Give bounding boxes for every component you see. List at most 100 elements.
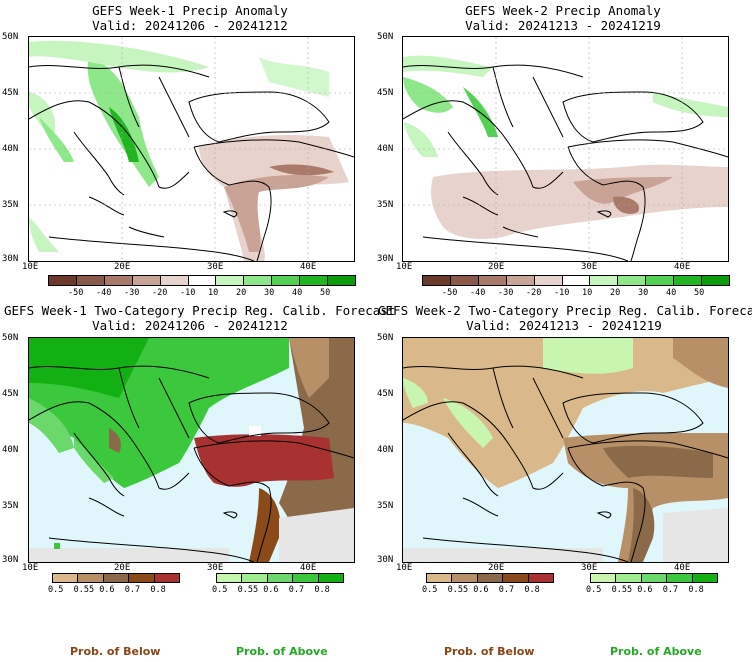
anomaly-colorbar-tick: -40: [96, 288, 112, 298]
prob-colorbar-segment: [528, 574, 554, 582]
prob-colorbar-tick: 0.7: [124, 585, 141, 595]
anomaly-colorbar-tick: -30: [498, 288, 514, 298]
prob-colorbar-tick: 0.55: [73, 585, 95, 595]
prob-colorbar-segment: [103, 574, 130, 582]
p4-lat-30: 30N: [377, 555, 394, 565]
p2-lat-30: 30N: [377, 254, 394, 264]
prob-colorbar-segment: [427, 574, 453, 582]
anomaly-colorbar-tick: 20: [236, 288, 247, 298]
p1-lat-40: 40N: [2, 144, 19, 154]
panel3-red-turkey: [194, 434, 334, 487]
panel3-prob-above-label: Prob. of Above: [236, 645, 328, 658]
panel1-map-svg: [29, 37, 354, 261]
anomaly-colorbar-tick: 30: [638, 288, 649, 298]
prob-colorbar-tick: 0.7: [288, 585, 305, 595]
p1-lon-30: 30E: [207, 262, 224, 272]
prob-colorbar-segment: [503, 574, 529, 582]
p4-lon-30: 30E: [581, 563, 598, 573]
p4-lat-35: 35N: [377, 501, 394, 511]
panel4-prob-below-label: Prob. of Below: [444, 645, 535, 658]
anomaly-colorbar-tick: 40: [292, 288, 303, 298]
anomaly-colorbar-segment: [132, 276, 161, 285]
prob-colorbar-tick: 0.5: [586, 585, 602, 595]
prob-colorbar-tick: 0.5: [48, 585, 64, 595]
p4-lat-45: 45N: [377, 389, 394, 399]
anomaly-colorbar-tick: 50: [320, 288, 331, 298]
prob-colorbar-tick: 0.7: [498, 585, 515, 595]
p2-lat-45: 45N: [377, 88, 394, 98]
anomaly-colorbar-tick: 10: [582, 288, 593, 298]
panel2-map: [402, 36, 729, 262]
panel4-title-line1: GEFS Week-2 Two-Category Precip Reg. Cal…: [378, 303, 752, 318]
p2-lat-50: 50N: [377, 32, 394, 42]
prob-colorbar-tick: 0.55: [611, 585, 633, 595]
prob-colorbar-segment: [129, 574, 155, 582]
panel4-below-colorbar: [426, 573, 554, 583]
prob-colorbar-segment: [452, 574, 478, 582]
p1-lat-35: 35N: [2, 200, 19, 210]
prob-colorbar-segment: [692, 574, 718, 582]
anomaly-colorbar-segment: [76, 276, 105, 285]
p3-lon-30: 30E: [207, 563, 224, 573]
p1-lat-50: 50N: [2, 32, 19, 42]
panel2-title-line1: GEFS Week-2 Precip Anomaly: [465, 3, 661, 18]
panel3-map: [28, 337, 355, 563]
p4-lon-10: 10E: [396, 563, 413, 573]
prob-colorbar-segment: [591, 574, 617, 582]
panel2-title-line2: Valid: 20241213 - 20241219: [465, 18, 661, 33]
anomaly-colorbar-tick: -20: [152, 288, 168, 298]
prob-colorbar-segment: [318, 574, 344, 582]
prob-colorbar-tick: 0.8: [524, 585, 540, 595]
prob-colorbar-segment: [53, 574, 79, 582]
prob-colorbar-segment: [78, 574, 104, 582]
anomaly-colorbar-segment: [478, 276, 507, 285]
p3-lat-35: 35N: [2, 501, 19, 511]
anomaly-colorbar-tick: 40: [666, 288, 677, 298]
anomaly-colorbar-segment: [49, 276, 77, 285]
p2-lon-40: 40E: [674, 262, 691, 272]
anomaly-colorbar-tick: -50: [442, 288, 458, 298]
panel3-above-colorbar: [216, 573, 344, 583]
p3-lat-40: 40N: [2, 445, 19, 455]
prob-colorbar-segment: [293, 574, 319, 582]
anomaly-colorbar-tick: -10: [180, 288, 196, 298]
panel3-title-line1: GEFS Week-1 Two-Category Precip Reg. Cal…: [4, 303, 396, 318]
anomaly-colorbar-segment: [423, 276, 451, 285]
prob-colorbar-tick: 0.8: [688, 585, 704, 595]
p3-lat-45: 45N: [2, 389, 19, 399]
anomaly-colorbar-segment: [160, 276, 189, 285]
anomaly-colorbar-segment: [590, 276, 619, 285]
prob-colorbar-tick: 0.5: [422, 585, 438, 595]
panel1-map: [28, 36, 355, 262]
p1-lon-40: 40E: [300, 262, 317, 272]
panel1-title-line2: Valid: 20241206 - 20241212: [92, 18, 288, 33]
panel1-title-line1: GEFS Week-1 Precip Anomaly: [92, 3, 288, 18]
panel1-anomaly-colorbar: [48, 275, 356, 286]
anomaly-colorbar-segment: [534, 276, 563, 285]
prob-colorbar-segment: [616, 574, 642, 582]
anomaly-colorbar-tick: -20: [526, 288, 542, 298]
p2-lon-30: 30E: [581, 262, 598, 272]
anomaly-colorbar-segment: [562, 276, 591, 285]
anomaly-colorbar-segment: [702, 276, 729, 285]
panel3-below-colorbar: [52, 573, 180, 583]
p1-lon-20: 20E: [114, 262, 131, 272]
anomaly-colorbar-segment: [104, 276, 133, 285]
anomaly-colorbar-segment: [216, 276, 245, 285]
p3-lon-40: 40E: [300, 563, 317, 573]
panel4-map: [402, 337, 729, 563]
prob-colorbar-tick: 0.6: [99, 585, 115, 595]
prob-colorbar-segment: [154, 574, 180, 582]
panel4-title: GEFS Week-2 Two-Category Precip Reg. Cal…: [378, 303, 752, 333]
p3-lon-10: 10E: [22, 563, 39, 573]
p4-lat-50: 50N: [377, 333, 394, 343]
panel1-title: GEFS Week-1 Precip Anomaly Valid: 202412…: [25, 3, 355, 33]
p1-lat-45: 45N: [2, 88, 19, 98]
p3-lon-20: 20E: [114, 563, 131, 573]
anomaly-colorbar-segment: [450, 276, 479, 285]
p4-lat-40: 40N: [377, 445, 394, 455]
anomaly-colorbar-segment: [300, 276, 329, 285]
p2-lon-20: 20E: [488, 262, 505, 272]
anomaly-colorbar-tick: -50: [68, 288, 84, 298]
prob-colorbar-tick: 0.6: [637, 585, 653, 595]
